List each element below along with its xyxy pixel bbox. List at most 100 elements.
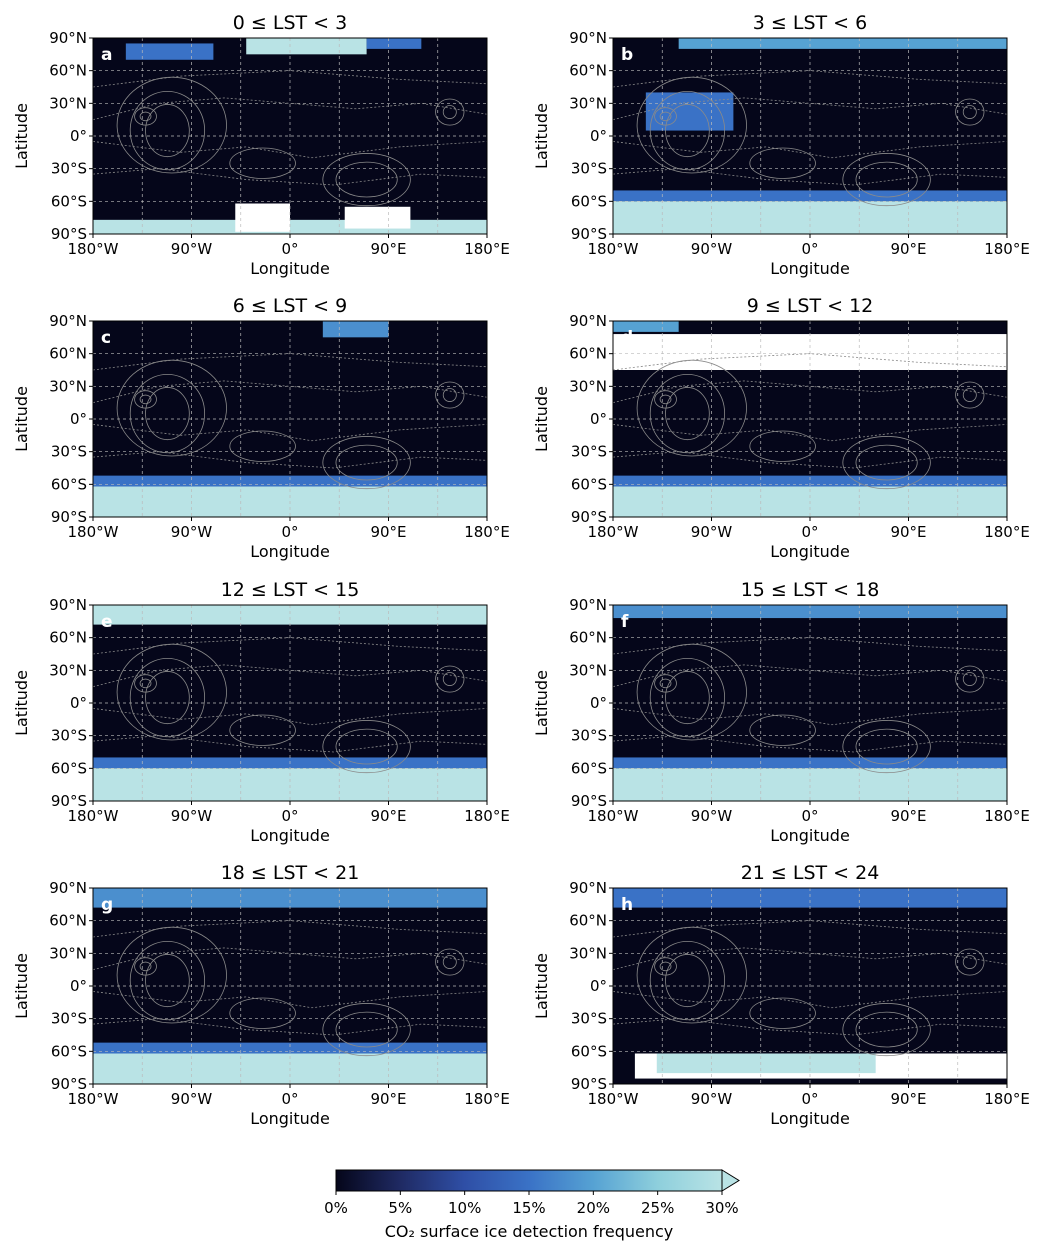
y-tick-label: 30°N xyxy=(49,944,87,962)
topography-contour xyxy=(116,643,227,741)
colorbar-tick-label: 0% xyxy=(324,1199,348,1217)
y-axis-label: Latitude xyxy=(532,386,551,452)
y-tick-label: 90°N xyxy=(49,312,87,330)
panel-title: 6 ≤ LST < 9 xyxy=(233,295,347,317)
topography-contour xyxy=(93,70,487,88)
topography-contour xyxy=(442,672,457,686)
ice-region-0 xyxy=(246,38,367,55)
y-tick-label: 90°N xyxy=(49,596,87,614)
topography-contour xyxy=(613,735,1007,753)
x-axis-label: Longitude xyxy=(250,259,330,278)
topography-contour xyxy=(654,107,677,126)
topography-contour xyxy=(613,424,1007,442)
topography-contour xyxy=(855,161,918,198)
topography-contour xyxy=(442,105,457,119)
y-tick-label: 30°S xyxy=(51,443,87,461)
ice-region-1 xyxy=(93,475,487,487)
x-tick-label: 180°W xyxy=(588,1090,639,1108)
y-tick-label: 30°N xyxy=(49,94,87,112)
topography-contour xyxy=(649,657,726,738)
topography-contour xyxy=(613,141,1007,159)
panel-letter: d xyxy=(621,328,633,348)
topography-contour xyxy=(636,76,747,174)
x-axis-label: Longitude xyxy=(250,542,330,561)
topography-contour xyxy=(749,997,816,1029)
topography-contour xyxy=(855,728,918,765)
y-tick-label: 60°S xyxy=(51,1042,87,1060)
y-tick-label: 30°S xyxy=(571,160,607,178)
x-tick-label: 180°W xyxy=(68,807,119,825)
ice-region-1 xyxy=(613,321,679,332)
map-panel-a: a0 ≤ LST < 390°N60°N30°N0°30°S60°S90°S18… xyxy=(12,12,510,278)
y-tick-label: 60°N xyxy=(569,912,607,930)
topography-contour xyxy=(613,920,1007,938)
x-axis-label: Longitude xyxy=(770,1109,850,1128)
y-tick-label: 90°N xyxy=(569,312,607,330)
topography-contour xyxy=(842,153,931,207)
y-tick-label: 30°S xyxy=(51,727,87,745)
y-tick-label: 90°N xyxy=(569,29,607,47)
topography-contour xyxy=(93,141,487,159)
ice-region-2 xyxy=(613,475,1007,487)
x-tick-label: 90°E xyxy=(370,1090,406,1108)
topography-contour xyxy=(93,991,487,1009)
x-tick-label: 90°W xyxy=(691,240,733,258)
panel-title: 15 ≤ LST < 18 xyxy=(741,579,880,601)
map-panel-c: c6 ≤ LST < 990°N60°N30°N0°30°S60°S90°S18… xyxy=(12,295,510,561)
topography-contour xyxy=(139,961,152,972)
x-tick-label: 0° xyxy=(801,807,818,825)
ice-region-4 xyxy=(235,203,290,232)
topography-contour xyxy=(93,353,487,371)
topography-contour xyxy=(145,387,190,441)
topography-contour xyxy=(613,708,1007,726)
y-axis-label: Latitude xyxy=(532,953,551,1019)
y-tick-label: 30°S xyxy=(51,1010,87,1028)
y-tick-label: 60°S xyxy=(571,1042,607,1060)
y-tick-label: 60°S xyxy=(571,759,607,777)
topography-contour xyxy=(134,107,157,126)
topography-contour xyxy=(116,926,227,1024)
y-tick-label: 30°N xyxy=(569,661,607,679)
topography-contour xyxy=(613,991,1007,1009)
topography-contour xyxy=(129,90,206,171)
topography-contour xyxy=(665,671,710,725)
topography-contour xyxy=(613,70,1007,88)
x-tick-label: 180°E xyxy=(984,807,1030,825)
y-tick-label: 0° xyxy=(590,127,607,145)
x-tick-label: 0° xyxy=(801,523,818,541)
y-axis-label: Latitude xyxy=(12,103,31,169)
topography-contour xyxy=(955,665,985,693)
topography-contour xyxy=(749,147,816,179)
topography-contour xyxy=(855,1011,918,1048)
x-tick-label: 0° xyxy=(801,240,818,258)
topography-contour xyxy=(335,728,398,765)
x-tick-label: 180°W xyxy=(68,523,119,541)
topography-contour xyxy=(613,637,1007,655)
y-tick-label: 90°N xyxy=(569,879,607,897)
panel-title: 0 ≤ LST < 3 xyxy=(233,12,347,34)
y-tick-label: 30°S xyxy=(571,1010,607,1028)
y-tick-label: 90°S xyxy=(51,1075,87,1093)
topography-contour xyxy=(335,161,398,198)
topography-contour xyxy=(93,708,487,726)
y-tick-label: 60°S xyxy=(51,759,87,777)
y-tick-label: 30°N xyxy=(49,661,87,679)
topography-contour xyxy=(322,436,411,490)
y-tick-label: 90°S xyxy=(571,792,607,810)
topography-contour xyxy=(842,436,931,490)
topography-contour xyxy=(229,430,296,462)
panel-letter: a xyxy=(101,45,112,65)
x-tick-label: 0° xyxy=(801,1090,818,1108)
panel-title: 12 ≤ LST < 15 xyxy=(221,579,360,601)
topography-contour xyxy=(654,957,677,976)
topography-contour xyxy=(962,105,977,119)
colorbar-tick-label: 15% xyxy=(512,1199,545,1217)
x-tick-label: 0° xyxy=(281,240,298,258)
topography-contour xyxy=(93,424,487,442)
topography-contour xyxy=(93,451,487,469)
topography-contour xyxy=(659,111,672,122)
topography-contour xyxy=(129,940,206,1021)
topography-contour xyxy=(649,90,726,171)
colorbar-tick-label: 20% xyxy=(577,1199,610,1217)
topography-contour xyxy=(654,674,677,693)
